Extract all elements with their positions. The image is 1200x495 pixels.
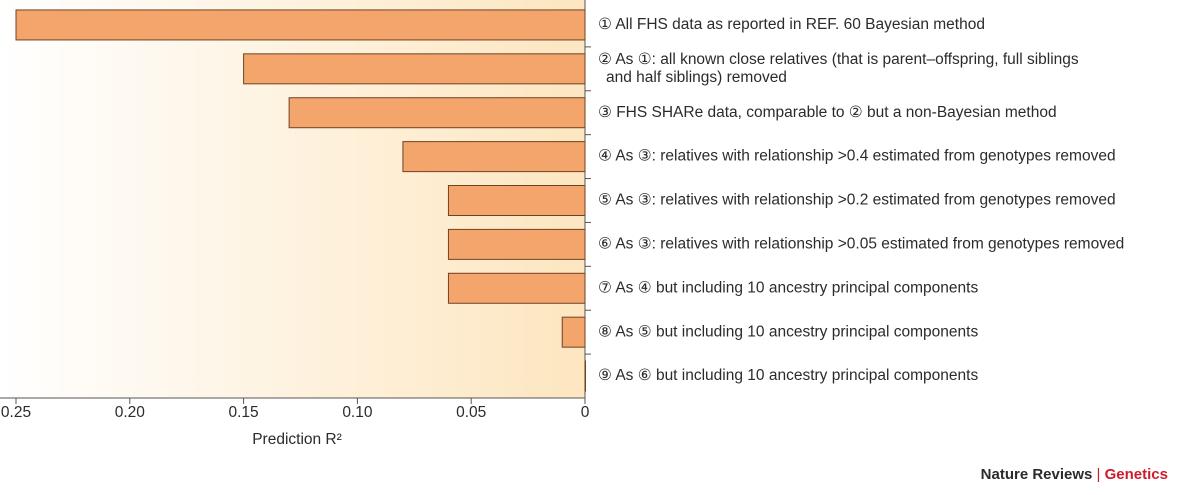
x-tick-label: 0.15: [229, 404, 259, 421]
x-tick-label: 0.25: [1, 404, 31, 421]
bar: [288, 97, 586, 129]
category-label: ⑥ As ③: relatives with relationship >0.0…: [598, 235, 1124, 252]
x-tick-label: 0.20: [115, 404, 146, 421]
separator: |: [1097, 466, 1101, 483]
bar: [243, 53, 586, 85]
category-label: ⑤ As ③: relatives with relationship >0.2…: [598, 192, 1116, 209]
footer: Nature Reviews | Genetics: [981, 466, 1168, 483]
x-axis-label: Prediction R²: [252, 431, 342, 448]
category-label: ② As ①: all known close relatives (that …: [598, 51, 1079, 86]
category-label: ① All FHS data as reported in REF. 60 Ba…: [598, 16, 985, 33]
x-tick-label: 0.05: [456, 404, 486, 421]
x-tick-label: 0.10: [342, 404, 373, 421]
category-label: ⑧ As ⑤ but including 10 ancestry princip…: [598, 323, 978, 340]
category-label: ④ As ③: relatives with relationship >0.4…: [598, 148, 1116, 165]
bar: [447, 228, 586, 260]
bar: [447, 272, 586, 304]
bar: [15, 9, 586, 41]
bar: [561, 316, 586, 348]
journal: Genetics: [1105, 466, 1168, 483]
x-tick-label: 0: [581, 404, 590, 421]
bar: [584, 360, 586, 392]
bar: [402, 141, 586, 173]
publisher: Nature Reviews: [981, 466, 1093, 483]
category-label: ⑦ As ④ but including 10 ancestry princip…: [598, 279, 978, 296]
category-label: ⑨ As ⑥ but including 10 ancestry princip…: [598, 367, 978, 384]
bar: [447, 185, 586, 216]
category-label: ③ FHS SHARe data, comparable to ② but a …: [598, 104, 1057, 121]
